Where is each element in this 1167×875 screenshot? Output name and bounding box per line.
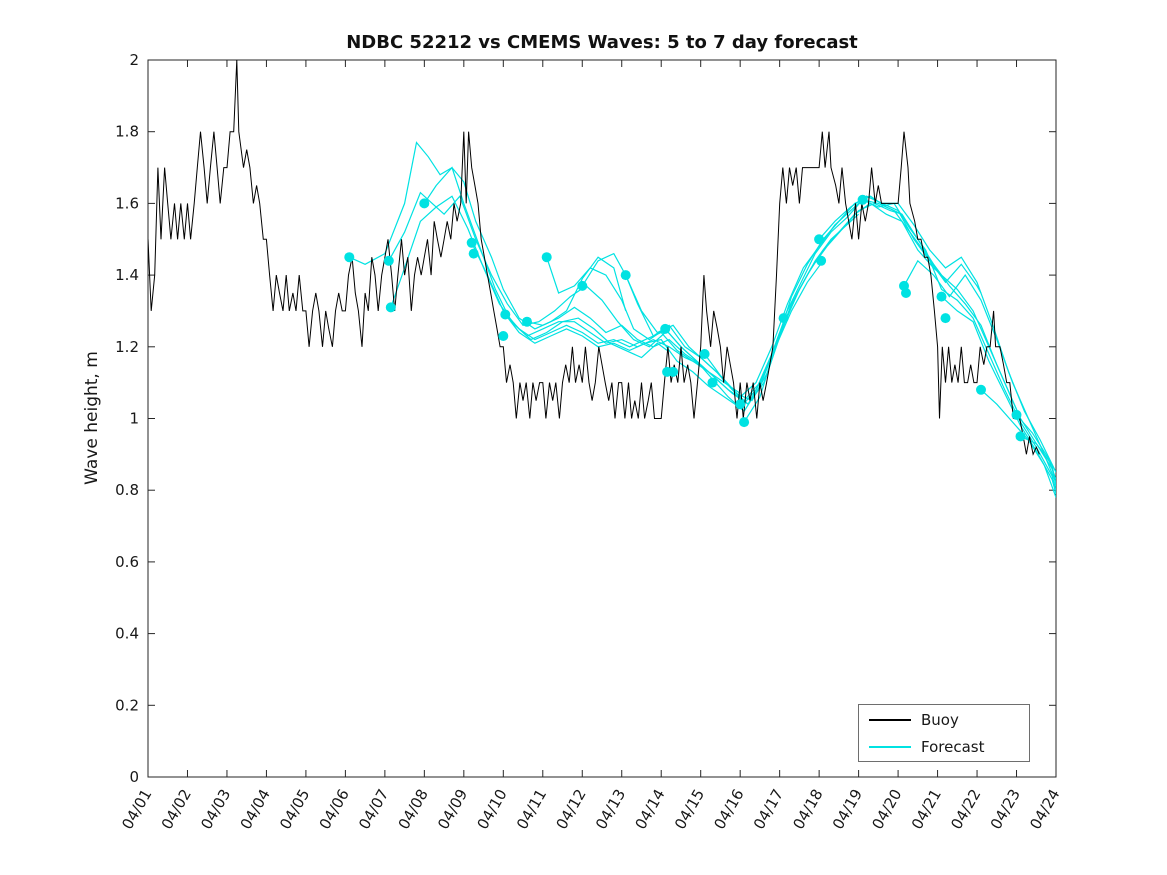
- y-tick-label: 1.8: [115, 123, 139, 141]
- x-tick-label: 04/15: [671, 786, 708, 832]
- forecast-start-marker: [901, 288, 911, 298]
- x-tick-label: 04/06: [316, 786, 353, 832]
- y-tick-label: 1.4: [115, 266, 139, 284]
- forecast-run-line: [1016, 414, 1056, 480]
- plot-border: [147, 59, 1057, 778]
- x-tick-label: 04/18: [789, 786, 826, 832]
- forecast-start-marker: [498, 331, 509, 341]
- x-tick-label: 04/16: [710, 786, 747, 832]
- forecast-run-line: [471, 242, 741, 394]
- x-tick-label: 04/12: [553, 786, 590, 832]
- forecast-run-line: [423, 166, 701, 366]
- forecast-start-marker: [707, 377, 718, 388]
- forecast-run-line: [388, 191, 666, 348]
- forecast-start-marker: [976, 384, 986, 395]
- legend-label-buoy: Buoy: [921, 710, 959, 729]
- x-tick-label: 04/21: [908, 786, 945, 832]
- x-tick-label: 04/19: [829, 786, 866, 832]
- forecast-start-marker: [739, 417, 750, 428]
- legend-item-buoy: Buoy: [859, 706, 1029, 733]
- forecast-start-marker: [660, 323, 671, 334]
- forecast-run-line: [349, 141, 627, 330]
- forecast-start-marker: [778, 313, 789, 324]
- legend: Buoy Forecast: [858, 704, 1030, 762]
- forecast-start-marker: [577, 280, 588, 291]
- x-tick-label: 04/24: [1026, 786, 1063, 832]
- forecast-start-marker: [541, 252, 552, 263]
- legend-item-forecast: Forecast: [859, 733, 1029, 760]
- forecast-start-marker: [814, 234, 825, 245]
- x-tick-label: 04/13: [592, 786, 629, 832]
- x-tick-label: 04/03: [197, 786, 234, 832]
- y-tick-label: 0.6: [115, 553, 139, 571]
- buoy-series-line: [148, 60, 1040, 456]
- x-tick-label: 04/17: [750, 786, 787, 832]
- forecast-start-marker: [699, 349, 710, 359]
- y-tick-label: 0.8: [115, 481, 139, 499]
- buoy-line-sample: [869, 718, 911, 721]
- forecast-run-line: [862, 199, 1056, 491]
- forecast-start-marker: [522, 316, 532, 327]
- forecast-line-sample: [869, 745, 911, 748]
- forecast-start-marker: [857, 194, 868, 205]
- y-tick-label: 2: [129, 51, 139, 69]
- forecast-start-marker: [1011, 409, 1022, 420]
- forecast-start-marker: [385, 302, 396, 313]
- y-tick-label: 1.6: [115, 194, 139, 212]
- forecast-run-line: [390, 195, 668, 359]
- forecast-start-marker: [344, 252, 355, 263]
- forecast-run-line: [504, 314, 785, 409]
- x-tick-label: 04/07: [355, 786, 392, 832]
- forecast-run-line: [903, 259, 1056, 484]
- x-tick-label: 04/01: [118, 786, 155, 832]
- forecast-start-marker: [383, 255, 394, 266]
- forecast-start-marker: [936, 291, 947, 302]
- forecast-start-marker: [500, 309, 511, 320]
- forecast-run-line: [526, 306, 781, 406]
- forecast-start-marker: [940, 313, 951, 324]
- forecast-run-line: [980, 389, 1056, 498]
- x-tick-label: 04/14: [631, 786, 668, 832]
- forecast-start-marker: [419, 198, 430, 209]
- y-tick-label: 1.2: [115, 338, 139, 356]
- forecast-start-marker: [735, 399, 746, 410]
- forecast-start-marker: [466, 237, 477, 248]
- y-tick-label: 1: [129, 410, 139, 428]
- forecast-run-line: [704, 195, 982, 398]
- x-tick-label: 04/09: [434, 786, 471, 832]
- forecast-start-marker: [620, 270, 631, 281]
- y-tick-label: 0: [129, 768, 139, 786]
- legend-label-forecast: Forecast: [921, 737, 985, 756]
- forecast-run-line: [783, 199, 1056, 484]
- y-tick-label: 0.4: [115, 625, 139, 643]
- forecast-start-marker: [816, 255, 827, 266]
- x-tick-label: 04/04: [237, 786, 274, 832]
- x-tick-label: 04/10: [474, 786, 511, 832]
- x-tick-label: 04/23: [987, 786, 1024, 832]
- forecast-start-marker: [468, 248, 479, 259]
- forecast-start-marker: [1015, 431, 1026, 442]
- y-tick-label: 0.2: [115, 696, 139, 714]
- x-tick-label: 04/05: [276, 786, 313, 832]
- x-tick-label: 04/08: [395, 786, 432, 832]
- x-tick-label: 04/02: [158, 786, 195, 832]
- forecast-start-marker: [668, 366, 679, 377]
- x-tick-label: 04/22: [947, 786, 984, 832]
- x-tick-label: 04/20: [868, 786, 905, 832]
- forecast-run-line: [941, 296, 1056, 494]
- x-tick-label: 04/11: [513, 786, 550, 832]
- chart-title: NDBC 52212 vs CMEMS Waves: 5 to 7 day fo…: [346, 32, 858, 53]
- y-axis-label: Wave height, m: [82, 351, 102, 485]
